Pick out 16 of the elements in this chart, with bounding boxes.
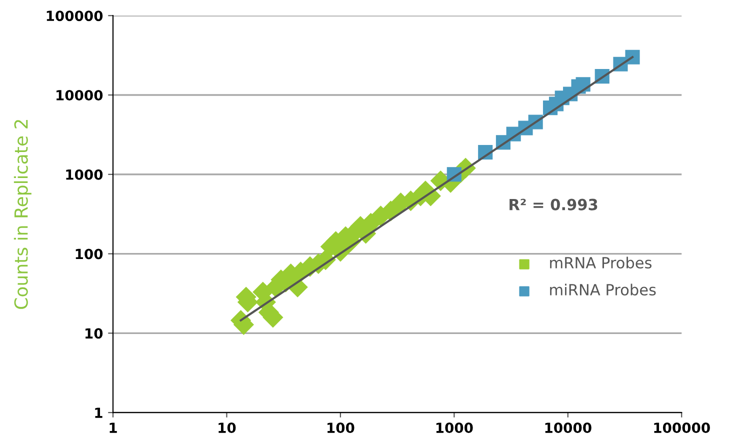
legend-label: miRNA Probes — [550, 284, 656, 296]
annotation: R² = 0.993 — [510, 198, 598, 210]
y-tick-label: 10000 — [56, 90, 103, 100]
y-tick-label: 100 — [76, 248, 103, 260]
y-tick-label: 1 — [95, 408, 102, 418]
x-tick-label: 100 — [328, 422, 354, 434]
y-axis-title: Counts in Replicate 2 — [14, 120, 32, 309]
y-tick-label: 100000 — [46, 10, 103, 22]
y-tick-label: 10 — [86, 328, 103, 339]
x-tick-label: 10000 — [545, 422, 592, 434]
legend-label: mRNA Probes — [550, 256, 652, 269]
y-tick-label: 1000 — [66, 169, 103, 180]
x-tick-label: 1000 — [436, 422, 473, 434]
x-tick-label: 100000 — [654, 422, 710, 434]
x-tick-label: 1 — [110, 422, 117, 433]
x-tick-label: 10 — [218, 422, 236, 434]
